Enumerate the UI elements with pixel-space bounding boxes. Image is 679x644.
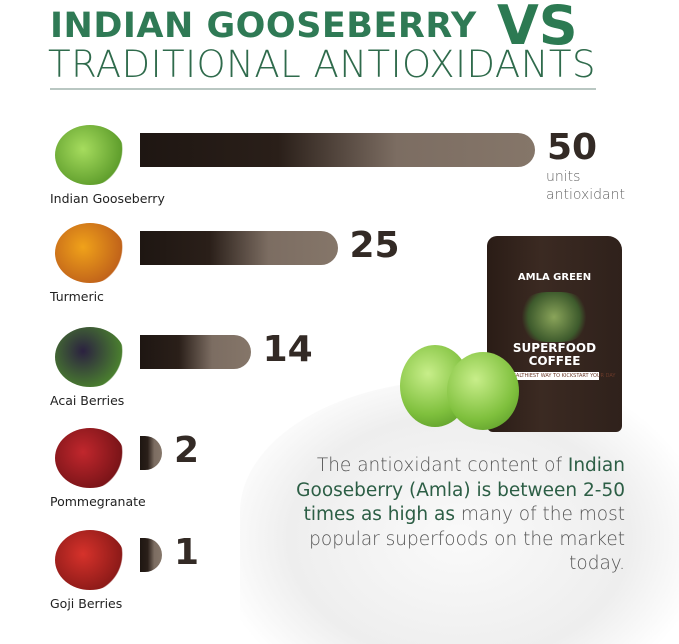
fruit-icon [55, 223, 125, 283]
bar-label: Pommegranate [50, 494, 146, 509]
bar-row: 25 Turmeric [0, 213, 640, 304]
bar [140, 538, 162, 572]
bar [140, 231, 338, 265]
gooseberry-image [447, 352, 519, 430]
bar [140, 133, 535, 167]
bar-row: 50 Indian Gooseberry [0, 115, 640, 206]
divider [50, 88, 596, 90]
bar [140, 335, 251, 369]
bar-row: 2 Pommegranate [0, 418, 640, 509]
bar-label: Acai Berries [50, 393, 125, 408]
description-text: The antioxidant content of Indian Gooseb… [296, 455, 625, 574]
title-line2: TRADITIONAL ANTIOXIDANTS [48, 43, 596, 86]
bar-value: 50 [547, 127, 598, 168]
bar-value: 25 [349, 225, 400, 266]
bar-label: Indian Gooseberry [50, 191, 165, 206]
bag-artwork [519, 292, 589, 342]
bar-row: 14 Acai Berries [0, 317, 640, 408]
bag-product-name: SUPERFOOD COFFEE [512, 341, 597, 368]
bag-tagline: HEALTHIEST WAY TO KICKSTART YOUR DAY [509, 372, 616, 380]
bag-brand: AMLA GREEN [517, 272, 592, 283]
fruit-icon [55, 327, 125, 387]
fruit-icon [55, 125, 125, 185]
bar-value: 14 [262, 329, 313, 370]
bar-label: Turmeric [50, 289, 104, 304]
title-line1: INDIAN GOOSEBERRY [50, 6, 477, 46]
bar [140, 436, 162, 470]
bar-value: 2 [174, 430, 200, 471]
fruit-icon [55, 530, 125, 590]
bar-label: Goji Berries [50, 596, 123, 611]
bar-row: 1 Goji Berries [0, 520, 640, 611]
fruit-icon [55, 428, 125, 488]
unit-label: units antioxidant [546, 169, 625, 203]
bar-value: 1 [174, 532, 200, 573]
title-vs: VS [497, 0, 578, 57]
